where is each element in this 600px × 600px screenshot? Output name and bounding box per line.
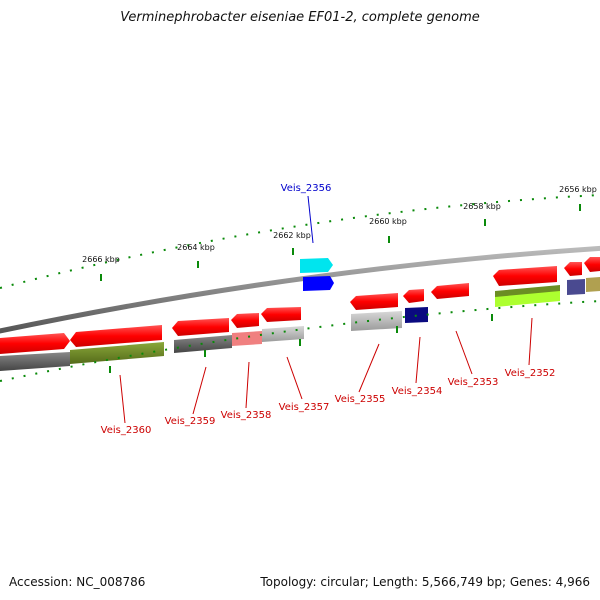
gene-arrow[interactable]	[70, 325, 162, 347]
gene-block-light-gray[interactable]	[351, 311, 402, 331]
gene-arrow[interactable]	[0, 333, 70, 354]
gene-block-olive[interactable]	[70, 342, 164, 364]
kbp-label: 2660 kbp	[369, 217, 407, 226]
leader-line	[286, 356, 303, 400]
gene-block-gray[interactable]	[0, 352, 70, 371]
gene-label[interactable]: Veis_2358	[221, 410, 272, 421]
lower-scale-dots	[0, 300, 600, 382]
lower-left-blocks	[0, 326, 304, 371]
gene-leader-lines	[119, 317, 533, 424]
genome-backbone	[0, 245, 600, 334]
leader-line	[415, 336, 421, 384]
gene-label[interactable]: Veis_2353	[448, 377, 499, 388]
leader-line	[455, 330, 473, 375]
leader-line	[307, 195, 314, 244]
gene-label[interactable]: Veis_2360	[101, 425, 152, 436]
leader-line	[192, 366, 207, 415]
gene-label[interactable]: Veis_2352	[505, 368, 556, 379]
upper-right-blocks	[351, 277, 600, 331]
gene-arrow[interactable]	[403, 289, 424, 303]
gene-block-purple[interactable]	[567, 279, 585, 295]
gene-arrow-blue[interactable]	[303, 276, 334, 291]
lower-scale-ticks	[109, 314, 493, 373]
gene-arrow[interactable]	[584, 257, 600, 272]
leader-line	[358, 343, 380, 393]
gene-label[interactable]: Veis_2354	[392, 386, 443, 397]
gene-block-lime[interactable]	[495, 291, 560, 307]
gene-arrow[interactable]	[231, 313, 259, 328]
gene-label[interactable]: Veis_2359	[165, 416, 216, 427]
gene-block-khaki[interactable]	[586, 277, 600, 292]
leader-line	[245, 361, 250, 409]
kbp-label: 2658 kbp	[463, 202, 501, 211]
gene-block-pink[interactable]	[232, 331, 262, 346]
gene-label[interactable]: Veis_2355	[335, 394, 386, 405]
gene-arrow-cyan[interactable]	[300, 258, 333, 273]
genome-summary: Topology: circular; Length: 5,566,749 bp…	[260, 575, 590, 589]
gene-arrow[interactable]	[172, 318, 229, 336]
gene-block-light-gray[interactable]	[262, 326, 304, 342]
gene-arrow[interactable]	[431, 283, 469, 299]
kbp-label: 2656 kbp	[559, 185, 597, 194]
upper-left-genes	[0, 307, 301, 354]
upper-right-genes	[350, 257, 600, 310]
gene-label[interactable]: Veis_2357	[279, 402, 330, 413]
kbp-label: 2666 kbp	[82, 255, 120, 264]
upper-scale: 2666 kbp 2664 kbp 2662 kbp 2660 kbp 2658…	[0, 185, 600, 289]
leader-line	[119, 374, 126, 424]
kbp-label: 2662 kbp	[273, 231, 311, 240]
gene-arrow[interactable]	[493, 266, 557, 286]
gene-block-gray[interactable]	[174, 335, 232, 353]
gene-arrow[interactable]	[261, 307, 301, 322]
highlight-gene-label[interactable]: Veis_2356	[281, 183, 332, 194]
map-title: Verminephrobacter eiseniae EF01-2, compl…	[120, 10, 480, 25]
kbp-label: 2664 kbp	[177, 243, 215, 252]
gene-arrow[interactable]	[350, 293, 398, 310]
gene-arrow[interactable]	[564, 262, 582, 276]
leader-line	[528, 317, 533, 366]
gene-labels: Veis_2360 Veis_2359 Veis_2358 Veis_2357 …	[101, 368, 556, 436]
accession-label: Accession: NC_008786	[9, 575, 146, 589]
gene-veis-2356[interactable]: Veis_2356	[281, 183, 334, 291]
